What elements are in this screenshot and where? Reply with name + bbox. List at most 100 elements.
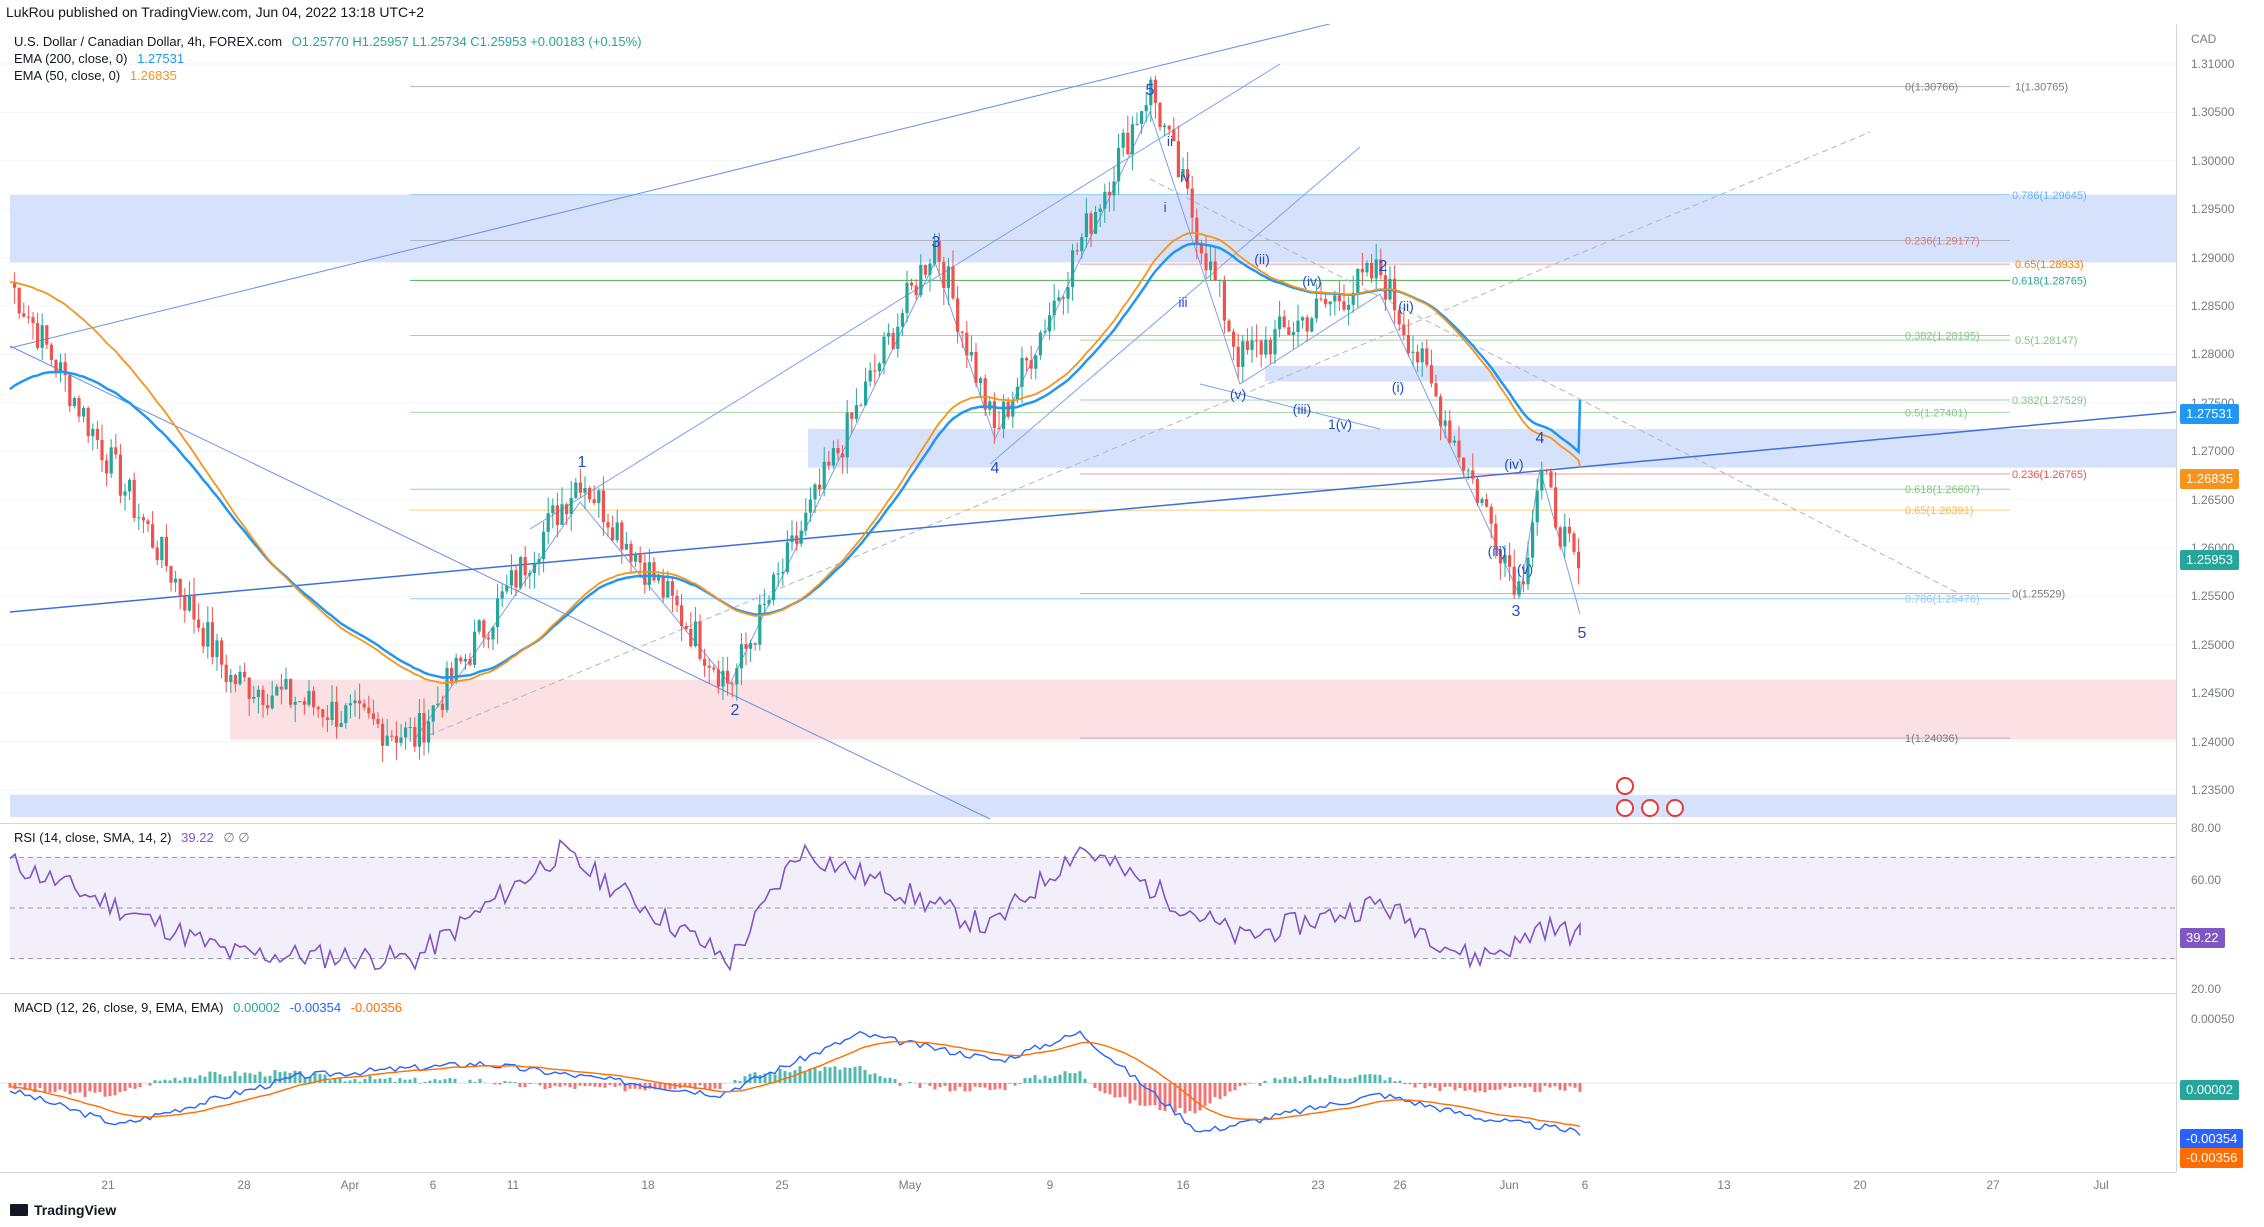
candle-body: [404, 727, 408, 738]
macd-histogram-bar: [453, 1078, 457, 1083]
candle-body: [680, 605, 684, 627]
wave-label: 3: [1512, 603, 1521, 620]
macd-histogram-bar: [428, 1080, 432, 1083]
macd-histogram-bar: [73, 1083, 77, 1093]
macd-chart[interactable]: [0, 994, 2176, 1172]
candle-body: [799, 530, 803, 544]
candle-body: [399, 737, 403, 743]
trend-line: [529, 63, 1281, 530]
wave-label: 5: [1578, 625, 1587, 642]
macd-histogram-bar: [1243, 1083, 1247, 1086]
macd-histogram-bar: [938, 1083, 942, 1088]
candle-body: [220, 640, 224, 665]
macd-histogram-bar: [573, 1083, 577, 1089]
candle-body: [684, 626, 688, 629]
candle-body: [1462, 457, 1466, 471]
candle-body: [560, 504, 564, 526]
candle-body: [266, 705, 270, 709]
macd-histogram-bar: [933, 1083, 937, 1090]
macd-histogram-bar: [353, 1079, 357, 1083]
macd-histogram-bar: [593, 1083, 597, 1087]
candle-body: [123, 491, 127, 496]
macd-histogram-bar: [1048, 1078, 1052, 1083]
wave-label: 3: [932, 234, 941, 251]
rsi-scale[interactable]: 80.00 60.00 20.00: [2176, 821, 2264, 996]
candle-body: [45, 325, 49, 345]
candle-body: [928, 263, 932, 275]
macd-histogram-bar: [433, 1079, 437, 1083]
rsi-chart[interactable]: [0, 824, 2176, 994]
macd-histogram-bar: [983, 1083, 987, 1088]
candle-body: [1255, 340, 1259, 342]
macd-histogram-bar: [278, 1072, 282, 1083]
macd-histogram-bar: [1533, 1083, 1537, 1092]
candle-body: [592, 499, 596, 504]
candle-body: [183, 595, 187, 611]
macd-histogram-bar: [1118, 1083, 1122, 1098]
candle-body: [532, 564, 536, 574]
ema50-price-tag: 1.26835: [2180, 469, 2239, 489]
macd-pane-divider[interactable]: [0, 993, 2176, 994]
price-scale[interactable]: CAD 1.31000 1.30500 1.30000 1.29500 1.29000 1…: [2176, 24, 2264, 824]
macd-histogram-bar: [1403, 1083, 1407, 1085]
macd-histogram-bar: [1063, 1071, 1067, 1083]
candle-body: [1517, 581, 1521, 595]
macd-histogram-bar: [1143, 1083, 1147, 1107]
candle-body: [450, 667, 454, 682]
macd-histogram-bar: [738, 1081, 742, 1083]
macd-histogram-bar: [218, 1074, 222, 1083]
candle-body: [289, 678, 293, 705]
macd-histogram-bar: [1513, 1083, 1517, 1087]
macd-histogram-bar: [633, 1083, 637, 1089]
macd-histogram-bar: [873, 1073, 877, 1083]
candle-body: [178, 578, 182, 596]
candle-body: [256, 689, 260, 697]
candle-body: [1084, 213, 1088, 238]
macd-histogram-bar: [1488, 1083, 1492, 1090]
macd-histogram-bar: [1038, 1079, 1042, 1083]
macd-histogram-bar: [1103, 1083, 1107, 1094]
time-tick: 26: [1393, 1178, 1407, 1192]
candle-body: [321, 709, 325, 718]
macd-histogram-bar: [1053, 1076, 1057, 1083]
candle-body: [942, 261, 946, 288]
candle-body: [509, 570, 513, 586]
time-axis[interactable]: 21 28 Apr 6 11 18 25 May 9 16 23 26 Jun 6 13 20 27 Jul: [0, 1172, 2176, 1196]
candle-body: [1172, 129, 1176, 142]
candle-body: [151, 524, 155, 548]
candle-body: [362, 703, 366, 708]
tradingview-logo[interactable]: TradingView: [10, 1202, 116, 1218]
macd-histogram-bar: [1023, 1078, 1027, 1083]
currency-label: CAD: [2191, 32, 2217, 46]
candle-body: [1301, 317, 1305, 321]
wave-label: ii: [1167, 133, 1173, 149]
macd-histogram-bar: [38, 1083, 42, 1088]
wave-label: i: [1163, 199, 1166, 215]
macd-histogram-bar: [313, 1073, 317, 1083]
candle-body: [565, 504, 569, 515]
candle-body: [813, 484, 817, 500]
macd-histogram-bar: [1428, 1083, 1432, 1087]
candle-body: [325, 717, 329, 720]
macd-histogram-bar: [893, 1079, 897, 1083]
candle-body: [845, 412, 849, 458]
candle-body: [1370, 262, 1374, 279]
zone-rect: [10, 794, 2176, 818]
macd-histogram-bar: [958, 1083, 962, 1087]
candle-body: [891, 332, 895, 349]
rsi-pane-divider[interactable]: [0, 823, 2176, 824]
macd-histogram-bar: [63, 1083, 67, 1092]
macd-histogram-bar: [123, 1083, 127, 1092]
macd-scale[interactable]: 0.00050: [2176, 994, 2264, 1172]
macd-histogram-bar: [443, 1079, 447, 1083]
candle-body: [864, 381, 868, 406]
macd-histogram-bar: [193, 1078, 197, 1083]
candle-body: [114, 447, 118, 455]
macd-histogram-bar: [1343, 1078, 1347, 1083]
candle-body: [132, 479, 136, 518]
macd-histogram-bar: [388, 1077, 392, 1083]
rsi-value-tag: 39.22: [2180, 928, 2225, 948]
candle-body: [1498, 549, 1502, 564]
macd-histogram-bar: [1458, 1083, 1462, 1088]
price-chart[interactable]: 0(1.30766) 1(1.30765) 0.786(1.29645) 0.236(…: [0, 24, 2176, 824]
